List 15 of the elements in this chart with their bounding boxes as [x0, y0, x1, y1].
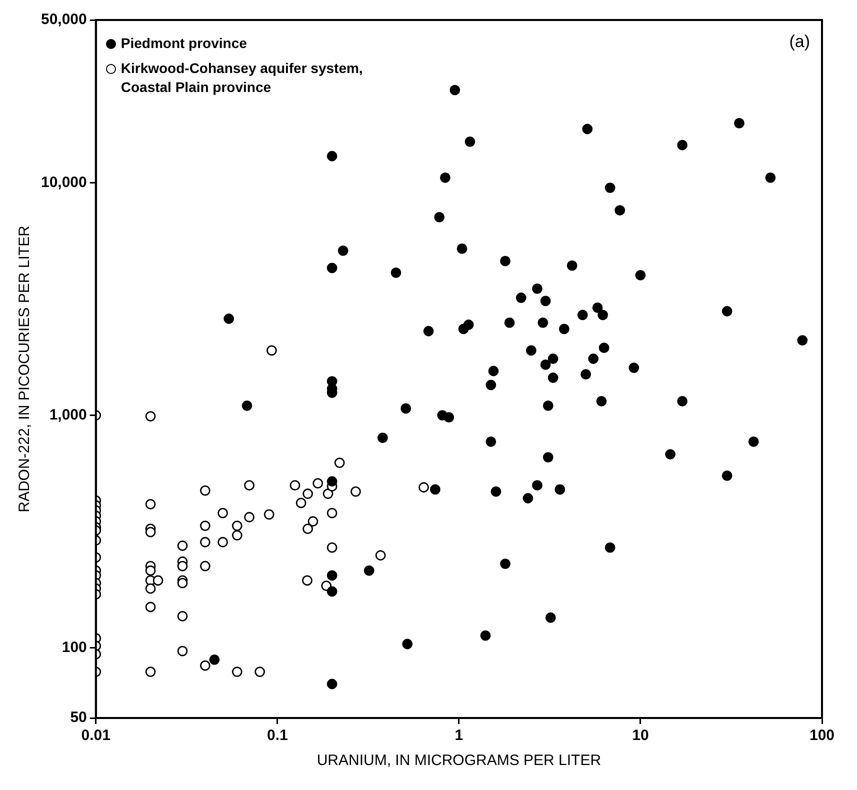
- annotation: (a): [789, 32, 810, 52]
- x-tick-label: 1: [454, 727, 464, 744]
- x-tick-label: 0.1: [266, 727, 288, 744]
- y-tick-label: 1,000: [49, 406, 87, 424]
- x-tick-label: 100: [809, 727, 835, 744]
- x-axis-title: URANIUM, IN MICROGRAMS PER LITER: [316, 752, 602, 770]
- y-tick-label: 100: [62, 639, 87, 656]
- x-tick-label: 0.01: [81, 727, 110, 744]
- legend-label: Kirkwood-Cohansey aquifer system, Coastal Plain province: [120, 59, 364, 97]
- y-tick-label: 50: [70, 709, 87, 726]
- y-axis-title: RADON-222, IN PICOCURIES PER LITER: [16, 225, 34, 512]
- y-tick-label: 10,000: [40, 174, 87, 191]
- y-tick-label: 50,000: [40, 11, 87, 28]
- legend-label: Piedmont province: [120, 34, 248, 53]
- x-tick-label: 10: [632, 727, 649, 744]
